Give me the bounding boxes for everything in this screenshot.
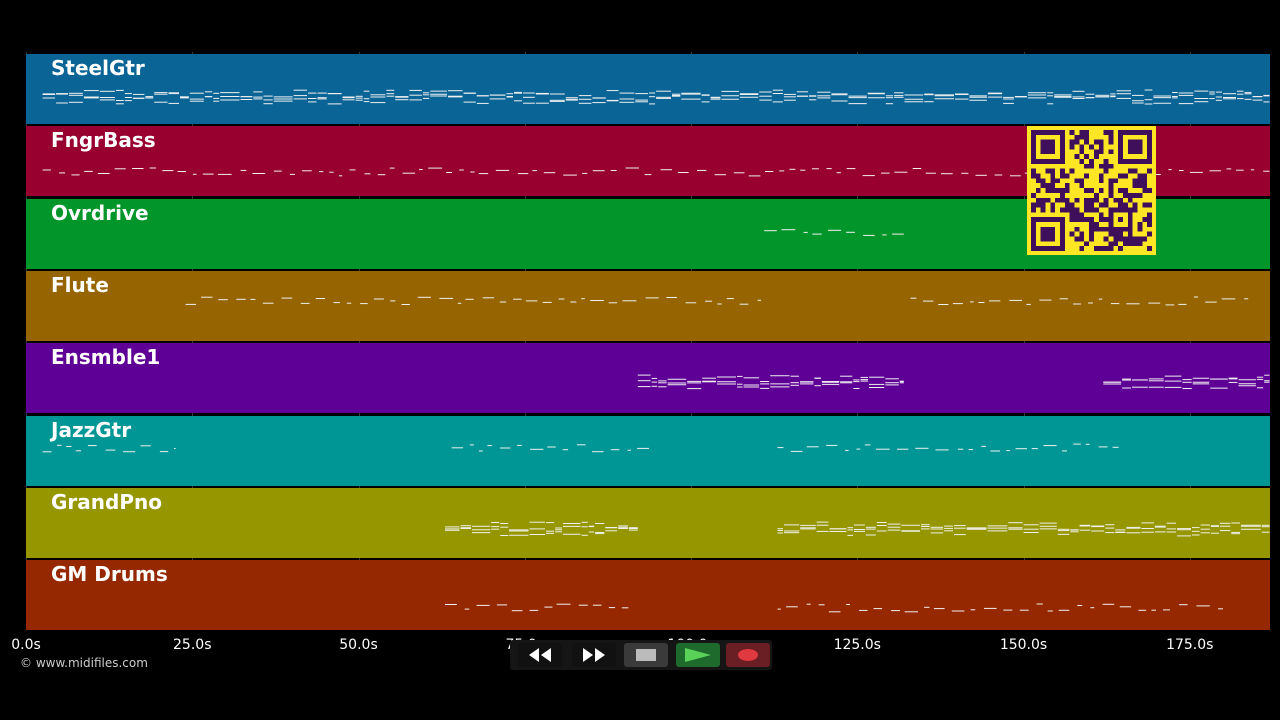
note-roll	[42, 443, 1119, 452]
grid-line	[26, 52, 27, 630]
grid-line	[192, 52, 194, 630]
stop-button[interactable]	[624, 643, 668, 667]
track-lane-flute: Flute	[26, 270, 1270, 341]
qr-code	[1027, 126, 1156, 255]
track-lane-steelgtr: SteelGtr	[26, 54, 1270, 124]
record-button[interactable]	[726, 643, 770, 667]
note-roll	[637, 374, 1270, 390]
track-lane-grandpno: GrandPno	[26, 487, 1270, 558]
time-tick-label: 125.0s	[833, 637, 881, 653]
time-tick-label: 50.0s	[339, 637, 378, 653]
time-tick-label: 0.0s	[11, 637, 41, 653]
grid-line	[857, 52, 859, 630]
stop-icon	[636, 649, 656, 661]
transport-controls	[510, 640, 772, 670]
track-name: GrandPno	[51, 489, 162, 514]
note-roll	[764, 228, 904, 236]
track-name: Flute	[51, 272, 109, 297]
note-roll	[185, 296, 1249, 306]
grid-line	[524, 52, 526, 630]
grid-line	[1189, 52, 1191, 630]
time-tick-label: 25.0s	[173, 637, 212, 653]
note-roll	[445, 603, 1223, 613]
track-lane-jazzgtr: JazzGtr	[26, 415, 1270, 486]
time-tick-label: 175.0s	[1166, 637, 1214, 653]
track-name: JazzGtr	[51, 417, 132, 442]
record-icon	[738, 649, 758, 661]
track-lane-ensmble1: Ensmble1	[26, 343, 1270, 414]
play-button[interactable]	[676, 643, 720, 667]
rewind-button[interactable]	[518, 643, 562, 667]
track-name: Ovrdrive	[51, 200, 149, 225]
track-name: Ensmble1	[51, 345, 161, 370]
note-roll	[445, 521, 1270, 537]
rewind-icon	[529, 648, 551, 662]
grid-line	[358, 52, 360, 630]
note-roll	[42, 89, 1270, 105]
track-name: FngrBass	[51, 128, 156, 153]
grid-line	[1023, 52, 1025, 630]
track-lane-gm-drums: GM Drums	[26, 560, 1270, 631]
play-icon	[685, 648, 711, 662]
grid-line	[691, 52, 692, 630]
time-tick-label: 150.0s	[999, 637, 1048, 653]
fast-forward-button[interactable]	[572, 643, 616, 667]
copyright-text: © www.midifiles.com	[20, 656, 148, 670]
fast-forward-icon	[583, 648, 605, 662]
track-name: SteelGtr	[51, 56, 145, 80]
track-name: GM Drums	[51, 562, 168, 587]
